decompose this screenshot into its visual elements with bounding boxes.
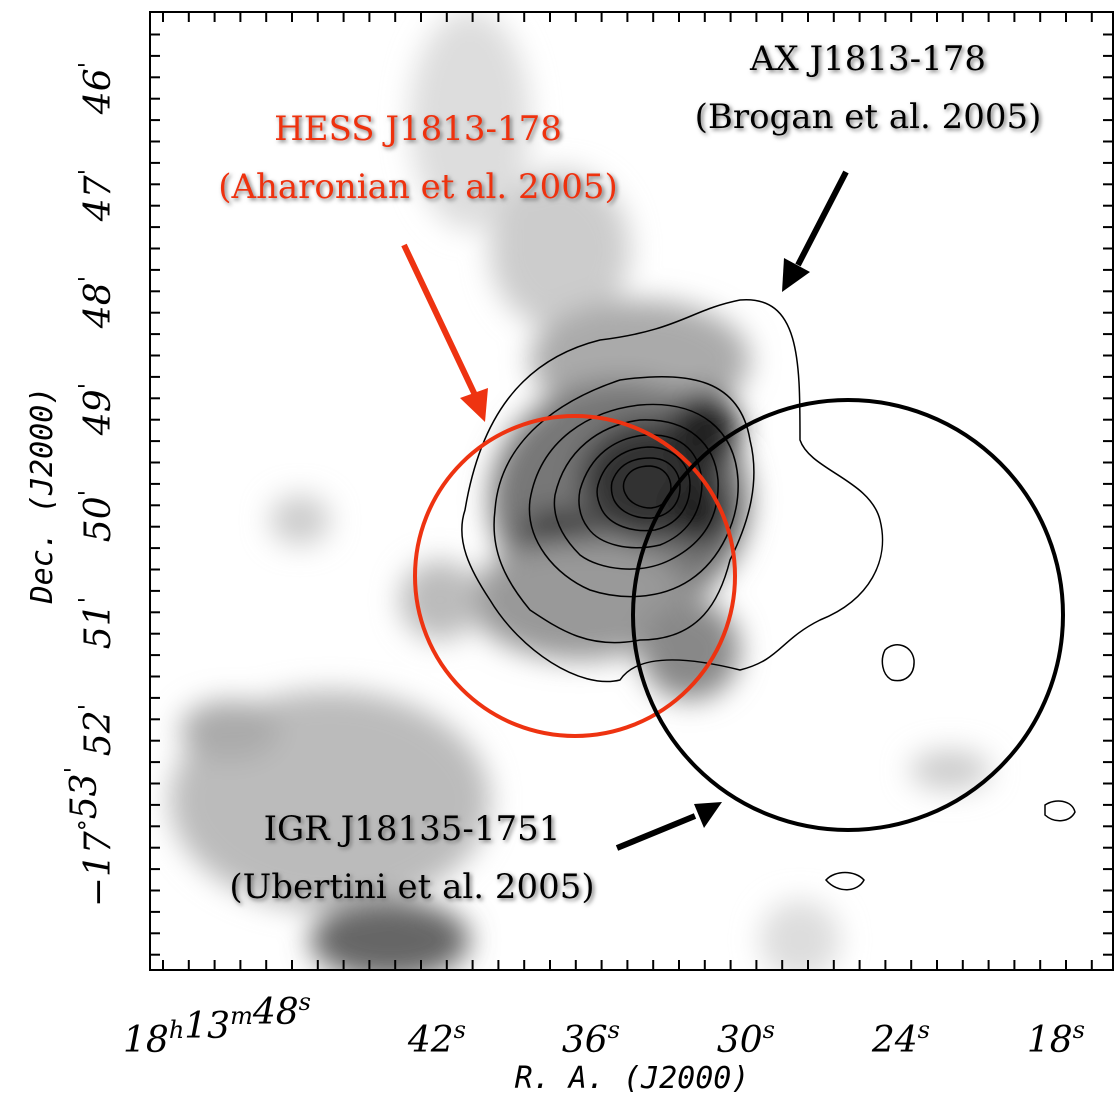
tick-label-sup: s — [608, 1016, 620, 1044]
tick-label: 52' — [74, 704, 119, 756]
tick-label-part: 42 — [407, 1020, 454, 1061]
tick-label-sup: ' — [74, 62, 102, 69]
tick-label-sup: s — [299, 988, 311, 1016]
tick-label-sup: m — [230, 1002, 253, 1030]
tick-label-part: 51 — [78, 603, 119, 649]
tick-label: 50' — [74, 490, 119, 542]
tick-label: 46' — [74, 62, 119, 115]
tick-label: 18h13m48s — [123, 988, 311, 1061]
tick-label-sup: s — [1073, 1016, 1085, 1044]
y-axis-title: Dec. (J2000) — [25, 387, 60, 605]
tick-label: 24s — [871, 1016, 930, 1061]
tick-label: 48' — [74, 276, 119, 329]
tick-label: 36s — [562, 1016, 620, 1061]
tick-label-sup: ' — [74, 169, 102, 176]
tick-label-sup: ° — [74, 819, 102, 831]
tick-label-part: 48 — [252, 992, 299, 1033]
tick-label-sup: s — [763, 1016, 775, 1044]
tick-label-sup: ' — [74, 383, 102, 390]
annotation: AX J1813-178 — [749, 39, 986, 79]
tick-label: 18s — [1027, 1016, 1085, 1061]
tick-label-part: 30 — [717, 1020, 763, 1061]
tick-label-part: 49 — [78, 389, 119, 436]
tick-label-part: 24 — [871, 1020, 918, 1061]
tick-label-part: 47 — [78, 175, 119, 222]
tick-label-part: 46 — [78, 68, 119, 115]
tick-label: 47' — [74, 169, 119, 222]
tick-label-part: 18 — [123, 1020, 169, 1061]
tick-label: 42s — [407, 1016, 466, 1061]
tick-label-sup: ' — [74, 597, 102, 604]
x-axis-title: R. A. (J2000) — [515, 1061, 750, 1096]
tick-label-sup: h — [169, 1016, 184, 1044]
tick-label-part: 52 — [78, 710, 119, 756]
tick-label: 51' — [74, 597, 119, 649]
tick-label-part: 53 — [64, 773, 105, 819]
sky-map: HESS J1813-178 (Aharonian et al. 2005) A… — [0, 0, 1117, 1096]
tick-label: −17°53' — [60, 767, 119, 907]
annotation: HESS J1813-178 — [274, 109, 562, 149]
annotation: (Aharonian et al. 2005) — [218, 167, 618, 207]
tick-label-part: 48 — [78, 282, 119, 329]
tick-label-part: 36 — [562, 1020, 608, 1061]
annotation: (Ubertini et al. 2005) — [229, 867, 594, 907]
tick-label-sup: s — [454, 1016, 466, 1044]
annotation: (Brogan et al. 2005) — [695, 97, 1042, 137]
tick-label-sup: ' — [74, 276, 102, 283]
tick-label-sup: ' — [74, 490, 102, 497]
tick-label-part: 18 — [1027, 1020, 1073, 1061]
tick-label-part: 13 — [184, 1006, 230, 1047]
tick-label-sup: ' — [74, 704, 102, 711]
tick-label-part: 50 — [78, 496, 119, 542]
tick-label-part: −17 — [78, 831, 119, 907]
tick-label-sup: ' — [60, 767, 88, 774]
tick-label: 49' — [74, 383, 119, 436]
tick-label: 30s — [717, 1016, 775, 1061]
tick-label-sup: s — [918, 1016, 930, 1044]
annotation: IGR J18135-1751 — [264, 809, 561, 849]
